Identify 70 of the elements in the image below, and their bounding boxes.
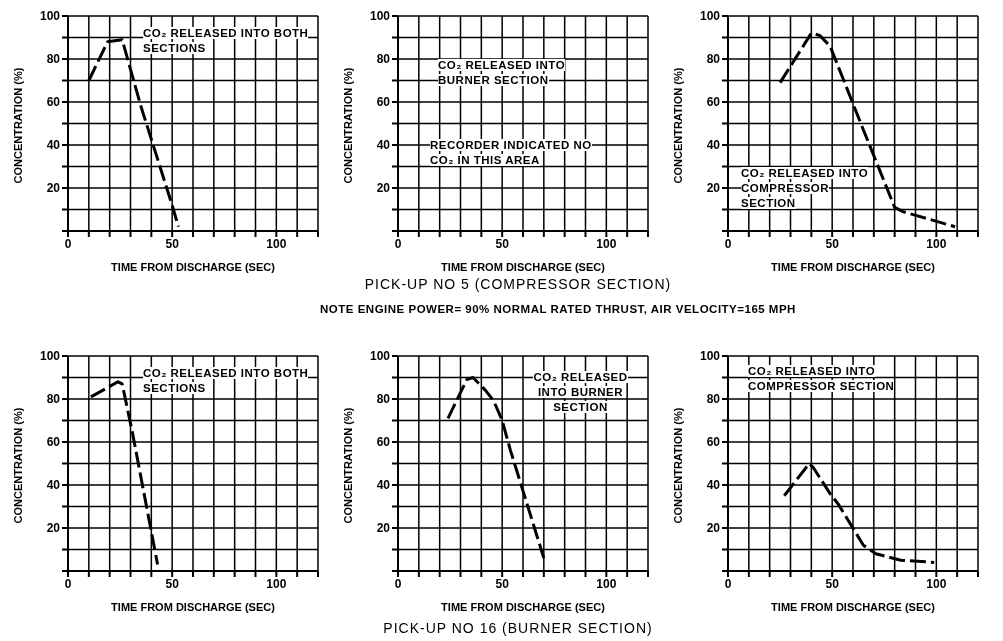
x-axis-title: TIME FROM DISCHARGE (SEC) (111, 261, 276, 273)
y-tick-label: 60 (46, 95, 61, 110)
y-tick-label: 80 (706, 52, 721, 67)
y-tick-label: 100 (369, 9, 391, 24)
y-tick-label: 40 (376, 478, 391, 493)
x-tick-label: 0 (64, 236, 72, 251)
x-axis-title: TIME FROM DISCHARGE (SEC) (111, 601, 276, 613)
x-axis-title: TIME FROM DISCHARGE (SEC) (441, 601, 606, 613)
y-tick-label: 80 (376, 392, 391, 407)
x-tick-label: 100 (926, 576, 947, 591)
y-tick-label: 60 (706, 435, 721, 450)
y-tick-label: 100 (699, 349, 721, 364)
x-tick-label: 0 (394, 236, 402, 251)
y-tick-label: 60 (46, 435, 61, 450)
annotation: CO₂ RELEASED INTO BOTH SECTIONS (143, 27, 309, 54)
annotation: CO₂ RELEASED INTO COMPRESSOR SECTION (741, 167, 869, 209)
y-tick-label: 100 (39, 349, 61, 364)
y-tick-label: 40 (376, 138, 391, 153)
x-axis-title: TIME FROM DISCHARGE (SEC) (441, 261, 606, 273)
x-tick-label: 100 (596, 576, 617, 591)
y-tick-label: 100 (39, 9, 61, 24)
y-tick-label: 60 (376, 435, 391, 450)
y-tick-label: 40 (706, 138, 721, 153)
y-tick-label: 100 (369, 349, 391, 364)
y-tick-label: 20 (706, 181, 721, 196)
y-tick-label: 80 (46, 392, 61, 407)
x-tick-label: 0 (64, 576, 72, 591)
x-axis-title: TIME FROM DISCHARGE (SEC) (771, 601, 936, 613)
y-axis-title: CONCENTRATION (%) (11, 407, 24, 524)
y-axis-title: CONCENTRATION (%) (341, 407, 354, 524)
annotation: CO₂ RELEASED INTO COMPRESSOR SECTION (748, 365, 895, 392)
y-tick-label: 20 (46, 521, 61, 536)
y-tick-label: 40 (46, 138, 61, 153)
y-tick-label: 20 (376, 521, 391, 536)
y-tick-label: 80 (46, 52, 61, 67)
y-tick-label: 80 (376, 52, 391, 67)
annotation: CO₂ RELEASED INTO BURNER SECTION (438, 59, 566, 86)
y-axis-title: CONCENTRATION (%) (341, 67, 354, 184)
y-tick-label: 20 (376, 181, 391, 196)
text: PICK-UP NO 16 (BURNER SECTION) (382, 620, 654, 636)
annotation: CO₂ RELEASED INTO BURNER SECTION (533, 371, 628, 413)
x-tick-label: 50 (825, 576, 840, 591)
annotation: RECORDER INDICATED NO CO₂ IN THIS AREA (430, 139, 592, 166)
annotation: CO₂ RELEASED INTO BOTH SECTIONS (143, 367, 309, 394)
y-tick-label: 40 (46, 478, 61, 493)
y-tick-label: 100 (699, 9, 721, 24)
x-tick-label: 0 (394, 576, 402, 591)
x-tick-label: 100 (266, 236, 287, 251)
x-tick-label: 100 (926, 236, 947, 251)
x-tick-label: 50 (495, 576, 510, 591)
y-tick-label: 20 (46, 181, 61, 196)
y-tick-label: 60 (376, 95, 391, 110)
x-tick-label: 50 (165, 236, 180, 251)
y-tick-label: 60 (706, 95, 721, 110)
x-tick-label: 50 (495, 236, 510, 251)
text: PICK-UP NO 5 (COMPRESSOR SECTION) (363, 276, 673, 292)
y-tick-label: 20 (706, 521, 721, 536)
x-tick-label: 0 (724, 576, 732, 591)
x-tick-label: 50 (165, 576, 180, 591)
text: NOTE ENGINE POWER= 90% NORMAL RATED THRUST, AIR VELOCITY=165 MPH (320, 303, 796, 315)
y-axis-title: CONCENTRATION (%) (671, 67, 684, 184)
x-axis-title: TIME FROM DISCHARGE (SEC) (771, 261, 936, 273)
y-axis-title: CONCENTRATION (%) (671, 407, 684, 524)
y-tick-label: 80 (706, 392, 721, 407)
x-tick-label: 100 (266, 576, 287, 591)
y-axis-title: CONCENTRATION (%) (11, 67, 24, 184)
y-tick-label: 40 (706, 478, 721, 493)
x-tick-label: 0 (724, 236, 732, 251)
x-tick-label: 100 (596, 236, 617, 251)
x-tick-label: 50 (825, 236, 840, 251)
